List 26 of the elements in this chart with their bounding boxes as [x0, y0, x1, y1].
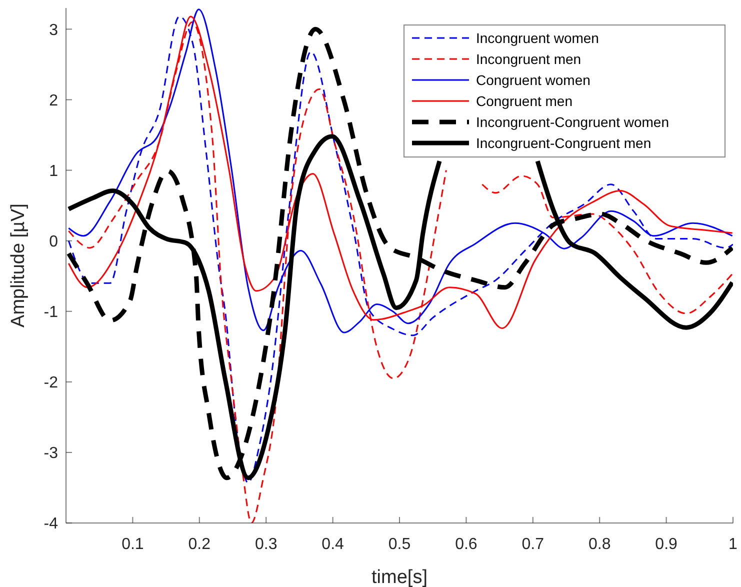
legend-label: Congruent women	[476, 72, 590, 88]
y-tick-label: 2	[49, 92, 58, 110]
x-tick-label: 0.6	[455, 536, 478, 553]
x-axis-title: time[s]	[372, 567, 428, 587]
x-tick-label: 0.8	[588, 536, 611, 553]
y-tick-label: 3	[49, 22, 58, 39]
x-tick-label: 0.3	[254, 536, 278, 553]
x-tick-label: 0.5	[388, 536, 411, 553]
legend-label: Incongruent-Congruent women	[476, 114, 670, 130]
legend-label: Incongruent-Congruent men	[476, 134, 652, 151]
x-tick-label: 0.2	[188, 536, 211, 553]
y-tick-label: 1	[49, 162, 58, 180]
legend-label: Congruent men	[476, 92, 573, 109]
x-tick-label: 0.1	[122, 536, 144, 553]
y-tick-label: -1	[44, 304, 58, 321]
y-axis-title: Amplitude [µV]	[8, 204, 29, 328]
x-tick-label: 0.4	[322, 536, 344, 553]
y-tick-label: -3	[44, 445, 58, 462]
y-tick-label: 0	[49, 233, 58, 250]
x-tick-label: 0.7	[522, 536, 544, 553]
x-tick-label: 1	[728, 536, 738, 553]
x-tick-label: 0.9	[655, 536, 678, 553]
legend-label: Incongruent women	[476, 30, 599, 46]
y-tick-label: -2	[44, 374, 58, 392]
legend-label: Incongruent men	[476, 50, 582, 67]
y-tick-label: -4	[44, 516, 58, 533]
